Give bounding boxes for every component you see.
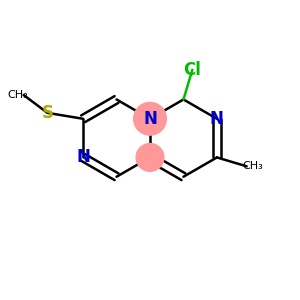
Text: CH₃: CH₃ xyxy=(242,161,263,171)
Text: N: N xyxy=(76,148,90,166)
Circle shape xyxy=(134,102,166,135)
Text: S: S xyxy=(41,104,53,122)
Text: Cl: Cl xyxy=(183,61,201,79)
Circle shape xyxy=(136,143,164,171)
Text: N: N xyxy=(143,110,157,128)
Text: N: N xyxy=(210,110,224,128)
Text: CH₃: CH₃ xyxy=(7,90,28,100)
